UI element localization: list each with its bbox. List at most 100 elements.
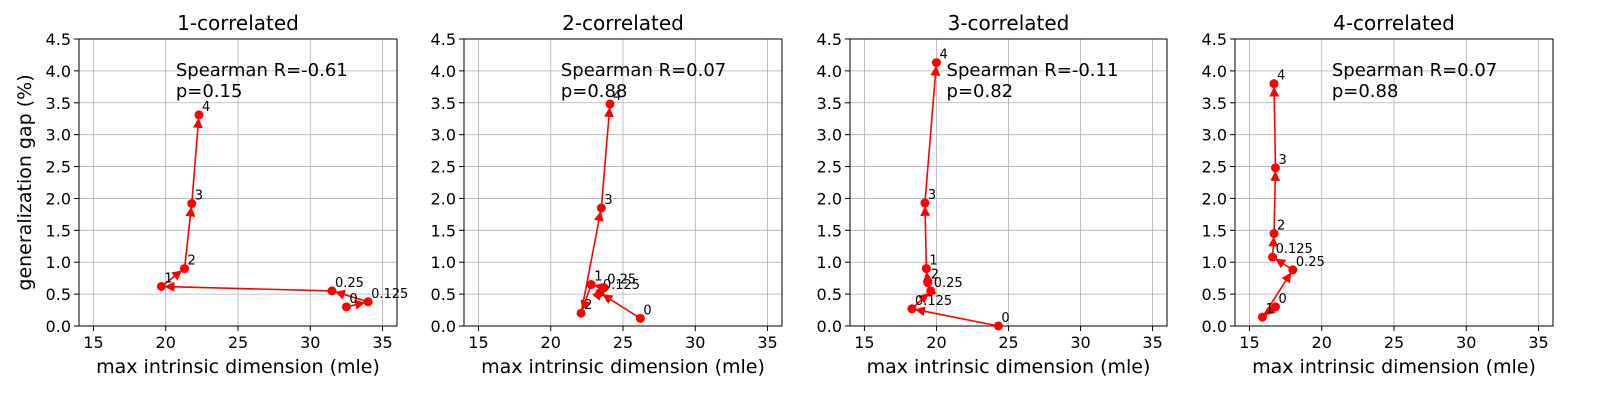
x-tick-label: 30: [685, 333, 705, 352]
y-axis-label: generalization gap (%): [14, 74, 36, 290]
point-label: 1: [594, 270, 602, 285]
x-tick-label: 35: [1142, 333, 1162, 352]
x-tick-label: 25: [998, 333, 1018, 352]
y-tick-label: 3.5: [1202, 94, 1227, 113]
p-value-annotation: p=0.88: [1332, 81, 1399, 102]
x-tick-label: 25: [228, 333, 248, 352]
point-label: 0.125: [1276, 242, 1313, 257]
grid: [464, 38, 782, 327]
trajectory-arrow: [600, 107, 614, 209]
p-value-annotation: p=0.15: [176, 81, 243, 102]
data-point: [931, 58, 941, 68]
trajectory-arrow: [334, 289, 369, 303]
y-tick-label: 0.0: [431, 317, 456, 336]
y-tick-label: 1.0: [1202, 253, 1227, 272]
data-point: [605, 99, 615, 109]
x-tick-label: 15: [83, 333, 103, 352]
chart-title: 1-correlated: [177, 11, 299, 35]
y-tick-label: 3.0: [46, 126, 71, 145]
y-tick-label: 1.5: [431, 221, 456, 240]
chart-title: 2-correlated: [562, 11, 684, 35]
data-point: [341, 302, 351, 312]
y-tick-label: 4.5: [431, 30, 456, 49]
x-tick-label: 35: [372, 333, 392, 352]
trajectory-arrow: [1261, 272, 1292, 318]
point-label: 4: [613, 89, 621, 104]
trajectory-arrow: [580, 210, 604, 314]
y-tick-label: 2.0: [431, 189, 456, 208]
p-value-annotation: p=0.82: [947, 81, 1014, 102]
y-tick-label: 0.5: [46, 285, 71, 304]
point-label: 0: [1001, 311, 1009, 326]
y-tick-label: 4.5: [1202, 30, 1227, 49]
data-point: [599, 283, 609, 293]
x-tick-label: 30: [1070, 333, 1090, 352]
x-tick-label: 20: [926, 333, 946, 352]
y-tick-label: 3.5: [817, 94, 842, 113]
y-tick-label: 1.5: [1202, 221, 1227, 240]
point-label: 4: [939, 48, 947, 63]
point-label: 2: [931, 268, 939, 283]
data-point: [635, 313, 645, 323]
point-label: 4: [202, 100, 210, 115]
x-tick-label: 30: [1456, 333, 1476, 352]
x-tick-label: 30: [300, 333, 320, 352]
point-label: 2: [1277, 219, 1285, 234]
y-tick-label: 3.0: [431, 126, 456, 145]
x-tick-label: 25: [1384, 333, 1404, 352]
point-label: 0.25: [607, 273, 636, 288]
spearman-annotation: Spearman R=-0.61: [176, 60, 348, 81]
x-tick-label: 20: [541, 333, 561, 352]
point-label: 1: [929, 254, 937, 269]
x-tick-label: 15: [1239, 333, 1259, 352]
y-tick-label: 3.5: [431, 94, 456, 113]
x-tick-label: 15: [854, 333, 874, 352]
data-point: [923, 278, 933, 288]
point-label: 0.25: [335, 276, 364, 291]
spearman-annotation: Spearman R=-0.11: [947, 60, 1119, 81]
y-tick-label: 0.5: [1202, 285, 1227, 304]
y-tick-label: 2.0: [46, 189, 71, 208]
y-tick-label: 0.0: [817, 317, 842, 336]
y-tick-label: 4.0: [46, 62, 71, 81]
x-tick-label: 35: [1528, 333, 1548, 352]
y-tick-label: 2.0: [1202, 189, 1227, 208]
data-point: [586, 280, 596, 290]
y-tick-label: 2.0: [817, 189, 842, 208]
y-tick-label: 4.0: [817, 62, 842, 81]
point-label: 0.125: [371, 287, 408, 302]
chart-title: 3-correlated: [948, 11, 1070, 35]
y-tick-label: 1.0: [46, 253, 71, 272]
point-label: 3: [604, 193, 612, 208]
y-tick-label: 1.0: [431, 253, 456, 272]
data-point: [1269, 229, 1279, 239]
x-axis-label: max intrinsic dimension (mle): [1252, 356, 1536, 378]
trajectory-arrow: [1270, 170, 1281, 234]
y-tick-label: 2.5: [431, 158, 456, 177]
trajectory-arrow: [602, 294, 641, 320]
point-label: 2: [584, 298, 592, 313]
y-tick-label: 4.5: [46, 30, 71, 49]
y-tick-label: 1.5: [46, 221, 71, 240]
data-point: [327, 286, 337, 296]
trajectory-arrow: [190, 117, 203, 204]
y-tick-label: 4.0: [1202, 62, 1227, 81]
y-tick-label: 4.5: [817, 30, 842, 49]
chart-panel-4: 15 20 25 30 350.00.51.01.52.02.53.03.54.04.5…: [1202, 11, 1554, 378]
trajectory-arrow: [914, 306, 999, 327]
x-axis-label: max intrinsic dimension (mle): [867, 356, 1151, 378]
data-point: [187, 199, 197, 209]
chart-panel-2: 15 20 25 30 350.00.51.01.52.02.53.03.54.04.5…: [431, 11, 783, 378]
trajectory-arrow: [924, 65, 941, 203]
point-label: 3: [195, 189, 203, 204]
y-tick-label: 1.5: [817, 221, 842, 240]
x-tick-label: 20: [156, 333, 176, 352]
point-label: 0.25: [934, 276, 963, 291]
data-point: [156, 281, 166, 291]
chart-panel-3: 15 20 25 30 350.00.51.01.52.02.53.03.54.04.5…: [817, 11, 1168, 378]
y-tick-label: 0.0: [1202, 317, 1227, 336]
x-tick-label: 25: [613, 333, 633, 352]
chart-title: 4-correlated: [1333, 11, 1455, 35]
y-tick-label: 2.5: [46, 158, 71, 177]
